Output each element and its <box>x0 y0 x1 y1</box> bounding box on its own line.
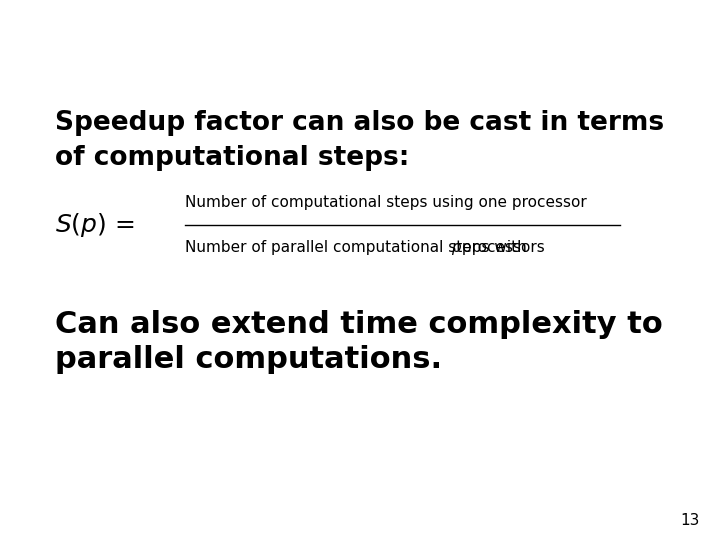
Text: Speedup factor can also be cast in terms: Speedup factor can also be cast in terms <box>55 110 664 136</box>
Text: Number of parallel computational steps with: Number of parallel computational steps w… <box>185 240 531 255</box>
Text: 13: 13 <box>680 513 700 528</box>
Text: p: p <box>451 240 461 255</box>
Text: of computational steps:: of computational steps: <box>55 145 410 171</box>
Text: $S(p)$ =: $S(p)$ = <box>55 211 135 239</box>
Text: Number of computational steps using one processor: Number of computational steps using one … <box>185 195 587 210</box>
Text: parallel computations.: parallel computations. <box>55 345 442 374</box>
Text: processors: processors <box>457 240 545 255</box>
Text: Can also extend time complexity to: Can also extend time complexity to <box>55 310 662 339</box>
